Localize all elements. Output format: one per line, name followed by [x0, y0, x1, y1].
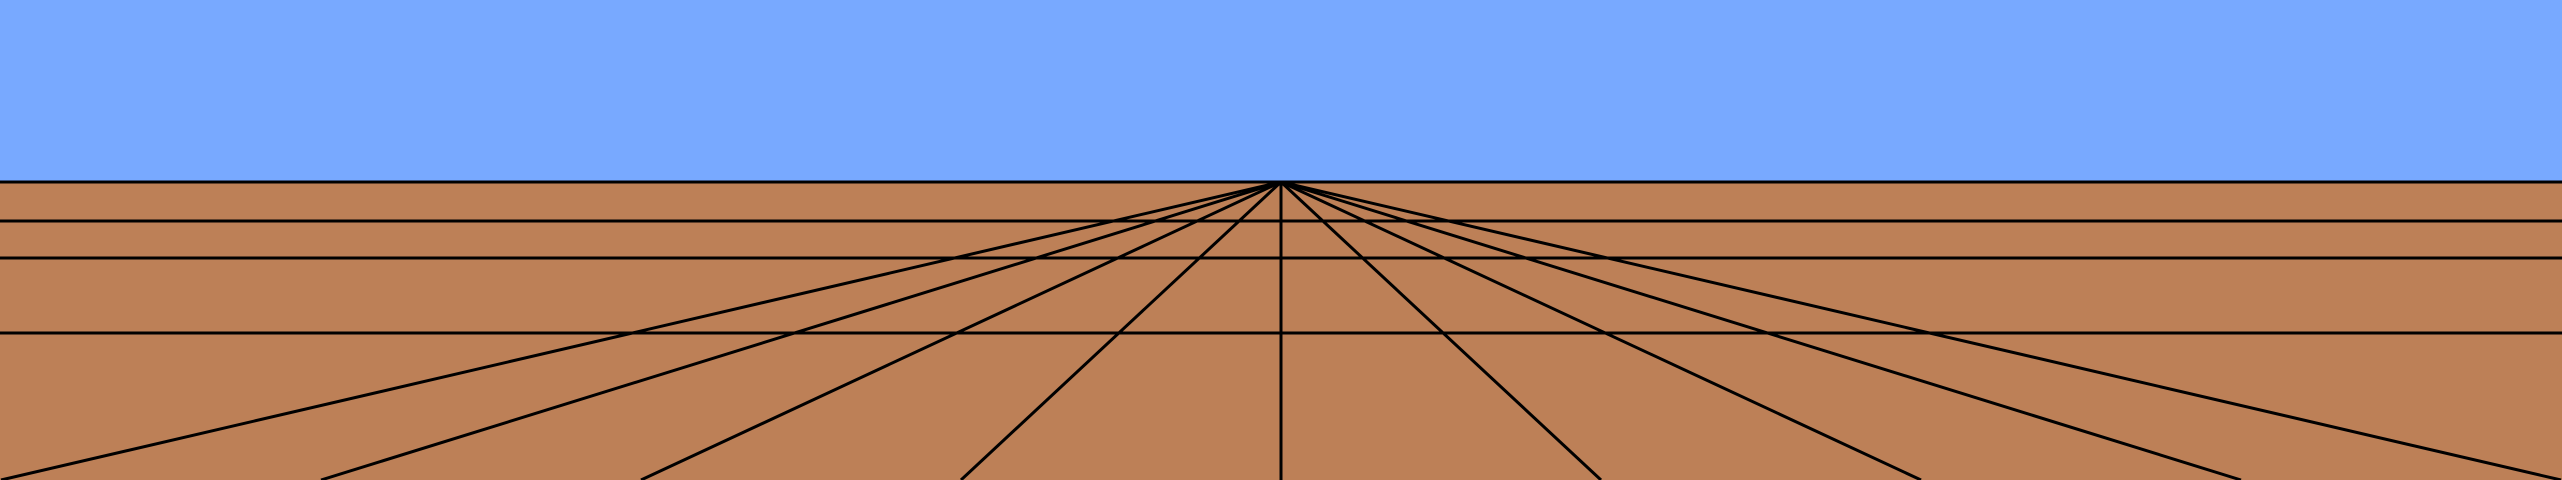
sky — [0, 0, 2562, 182]
converging-line-2 — [320, 180, 1282, 480]
converging-line-3 — [640, 180, 1282, 480]
converging-line-8 — [1280, 180, 2242, 480]
converging-line-1 — [0, 180, 1282, 480]
converging-line-7 — [1280, 180, 1922, 480]
converging-line-4 — [959, 180, 1283, 480]
converging-lines — [0, 180, 2562, 480]
converging-line-6 — [1279, 180, 1603, 480]
converging-line-9 — [1280, 180, 2562, 480]
